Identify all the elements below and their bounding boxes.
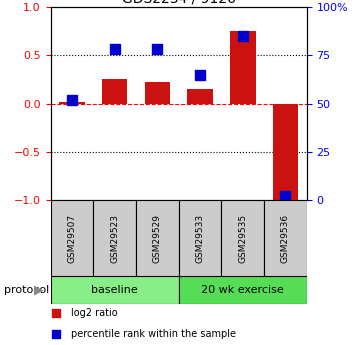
Text: GSM29535: GSM29535 [238,214,247,263]
Point [283,194,288,199]
Bar [102,79,127,104]
Text: GSM29507: GSM29507 [68,214,77,263]
Text: GSM29523: GSM29523 [110,214,119,263]
Title: GDS2234 / 9126: GDS2234 / 9126 [122,0,236,6]
Bar [51,276,179,304]
Text: GSM29536: GSM29536 [281,214,290,263]
Text: protocol: protocol [4,285,49,295]
Text: 20 wk exercise: 20 wk exercise [201,285,284,295]
Text: log2 ratio: log2 ratio [71,308,118,318]
Bar [144,82,170,104]
Text: percentile rank within the sample: percentile rank within the sample [71,329,236,339]
Point [69,97,75,102]
Bar [187,89,213,104]
Bar [51,200,93,276]
Bar [136,200,179,276]
Bar [179,276,307,304]
Text: GSM29533: GSM29533 [196,214,205,263]
Point [222,251,228,256]
Bar [93,200,136,276]
Bar [179,200,221,276]
Bar [59,101,85,104]
Point [240,33,245,39]
Point [197,72,203,77]
Bar [221,200,264,276]
Bar [264,200,307,276]
Point [222,61,228,67]
Text: GSM29529: GSM29529 [153,214,162,263]
Bar [230,31,256,104]
Point [155,47,160,52]
Bar [273,104,298,200]
Text: baseline: baseline [91,285,138,295]
Text: ▶: ▶ [34,283,44,296]
Point [112,47,118,52]
